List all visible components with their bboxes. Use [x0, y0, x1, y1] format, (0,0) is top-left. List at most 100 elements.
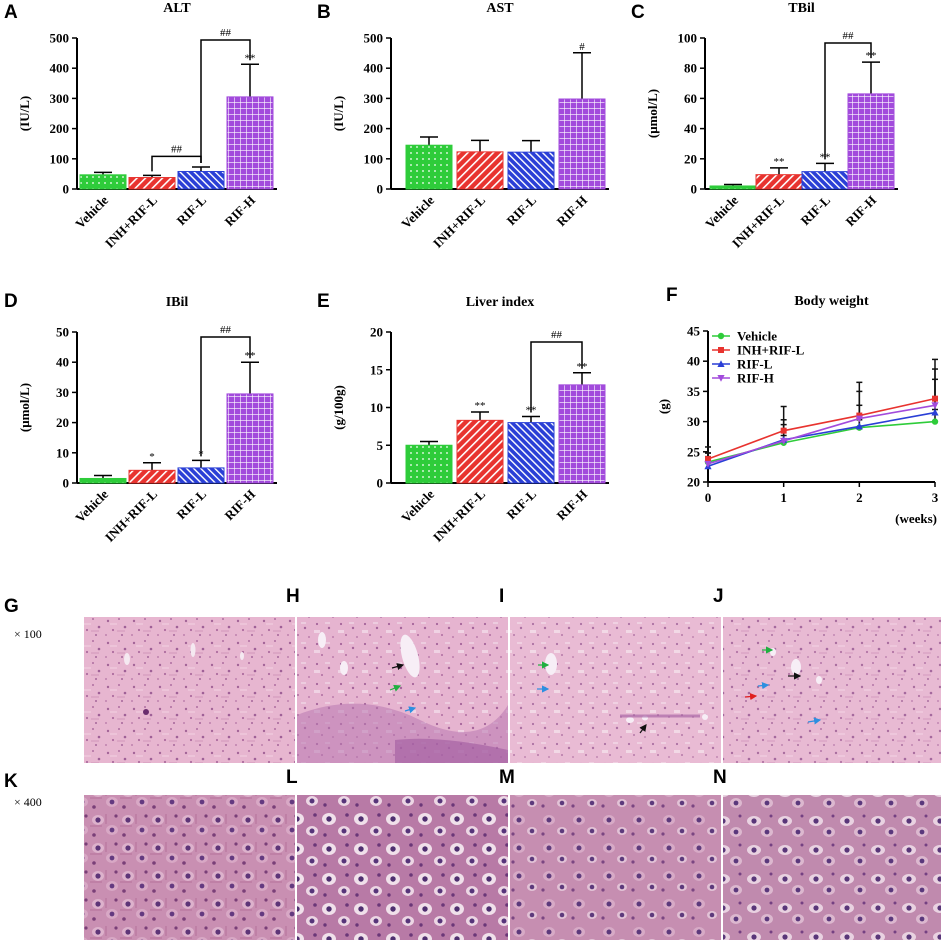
- chart-title: Liver index: [466, 295, 535, 310]
- comparison-bracket: [151, 155, 202, 172]
- y-tick-label: 30: [687, 414, 700, 429]
- magnification-label-400: × 400: [14, 795, 42, 809]
- y-tick-label: 500: [50, 31, 70, 46]
- category-label: RIF-H: [221, 487, 258, 524]
- y-tick-label: 20: [56, 415, 69, 430]
- micrograph-m: [510, 795, 721, 940]
- bar-vehicle: [709, 185, 757, 190]
- y-axis-label: (μmol/L): [645, 89, 660, 138]
- micrograph-k: [84, 795, 295, 940]
- data-point: [855, 422, 863, 430]
- micrograph-g: [84, 617, 295, 763]
- data-point: [717, 375, 725, 382]
- y-axis-label: (g): [656, 399, 671, 414]
- micrograph-l: [297, 795, 508, 940]
- y-tick-label: 80: [684, 61, 697, 76]
- series-line-vehicle: [707, 420, 936, 463]
- y-tick-label: 20: [370, 325, 383, 340]
- bar-rif-l: [177, 170, 225, 190]
- y-tick-label: 40: [687, 354, 700, 369]
- y-tick-label: 45: [687, 324, 701, 339]
- series-line-inh-rif-l: [707, 397, 936, 460]
- panel-letter-a: A: [4, 2, 18, 23]
- chart-title: ALT: [163, 1, 191, 16]
- comparison-bracket: [824, 42, 872, 160]
- data-point: [705, 456, 711, 463]
- y-tick-label: 400: [50, 61, 70, 76]
- panel-letter-b: B: [317, 2, 331, 23]
- bar-vehicle: [79, 477, 127, 484]
- y-tick-label: 20: [687, 475, 700, 490]
- data-point: [856, 412, 863, 419]
- y-tick-label: 10: [56, 445, 69, 460]
- bar-inh-rif-l: [128, 177, 176, 190]
- comparison-label: ##: [220, 324, 232, 336]
- category-label: Vehicle: [72, 486, 111, 525]
- data-point: [931, 418, 939, 425]
- data-point: [931, 408, 939, 416]
- category-label: Vehicle: [398, 486, 437, 525]
- legend-label: RIF-H: [737, 371, 774, 386]
- comparison-bracket: [530, 341, 583, 413]
- y-tick-label: 0: [63, 182, 70, 197]
- comparison-label: ##: [171, 143, 183, 155]
- y-tick-label: 35: [687, 384, 701, 399]
- data-point: [855, 415, 863, 423]
- y-tick-label: 40: [56, 355, 69, 370]
- category-label: INH+RIF-L: [430, 486, 488, 544]
- significance-mark: #: [579, 41, 585, 53]
- y-tick-label: 0: [63, 476, 70, 491]
- y-tick-label: 100: [50, 151, 70, 166]
- panel-letter-j: J: [713, 586, 724, 607]
- bar-rif-h: [847, 93, 895, 190]
- bar-inh-rif-l: [456, 419, 504, 484]
- chart-c: TBil(μmol/L)020406080100Vehicle**INH+RIF…: [645, 1, 898, 251]
- comparison-label: ##: [843, 30, 855, 42]
- bar-rif-l: [507, 422, 555, 484]
- category-label: RIF-H: [553, 193, 590, 230]
- bar-rif-h: [558, 98, 606, 190]
- category-label: RIF-L: [173, 192, 209, 228]
- y-tick-label: 60: [684, 91, 697, 106]
- micrograph-j: [723, 617, 941, 763]
- legend-label: Vehicle: [737, 329, 777, 344]
- y-tick-label: 0: [377, 476, 384, 491]
- legend-label: RIF-L: [737, 357, 773, 372]
- histology-row-400x: K L M N × 400: [4, 767, 941, 940]
- bar-rif-l: [801, 171, 849, 190]
- category-label: Vehicle: [72, 192, 111, 231]
- panel-letter-g: G: [4, 596, 19, 617]
- histology-row-100x: G H I J × 100: [4, 586, 941, 763]
- comparison-label: ##: [220, 27, 232, 39]
- y-tick-label: 300: [50, 91, 70, 106]
- data-point: [717, 332, 725, 340]
- panel-letter-h: H: [286, 586, 300, 607]
- data-point: [780, 427, 787, 434]
- legend-label: INH+RIF-L: [737, 343, 805, 358]
- micrograph-i: [510, 617, 721, 763]
- category-label: RIF-L: [173, 486, 209, 522]
- chart-e: Liver index (g/100g) 0 5 10 15 20 Vehicle ** INH+…: [331, 295, 609, 545]
- y-tick-label: 50: [56, 325, 69, 340]
- panel-letter-l: L: [286, 767, 298, 788]
- panel-letter-d: D: [4, 291, 18, 312]
- y-tick-label: 400: [364, 61, 384, 76]
- y-tick-label: 200: [50, 121, 70, 136]
- x-axis-label: (weeks): [895, 511, 937, 526]
- bar-vehicle: [79, 174, 127, 190]
- y-axis-label: (IU/L): [331, 96, 346, 131]
- bar-inh-rif-l: [456, 151, 504, 190]
- comparison-bracket: [200, 39, 251, 163]
- category-label: RIF-L: [503, 486, 539, 522]
- y-axis-label: (μmol/L): [17, 383, 32, 432]
- micrograph-h: [297, 617, 508, 763]
- y-tick-label: 5: [377, 438, 384, 453]
- y-tick-label: 15: [370, 362, 384, 377]
- data-point: [932, 395, 938, 402]
- data-point: [931, 402, 939, 410]
- bar-rif-l: [177, 467, 225, 484]
- bar-rif-h: [558, 384, 606, 484]
- bar-rif-h: [226, 96, 274, 190]
- chart-title: IBil: [166, 295, 189, 310]
